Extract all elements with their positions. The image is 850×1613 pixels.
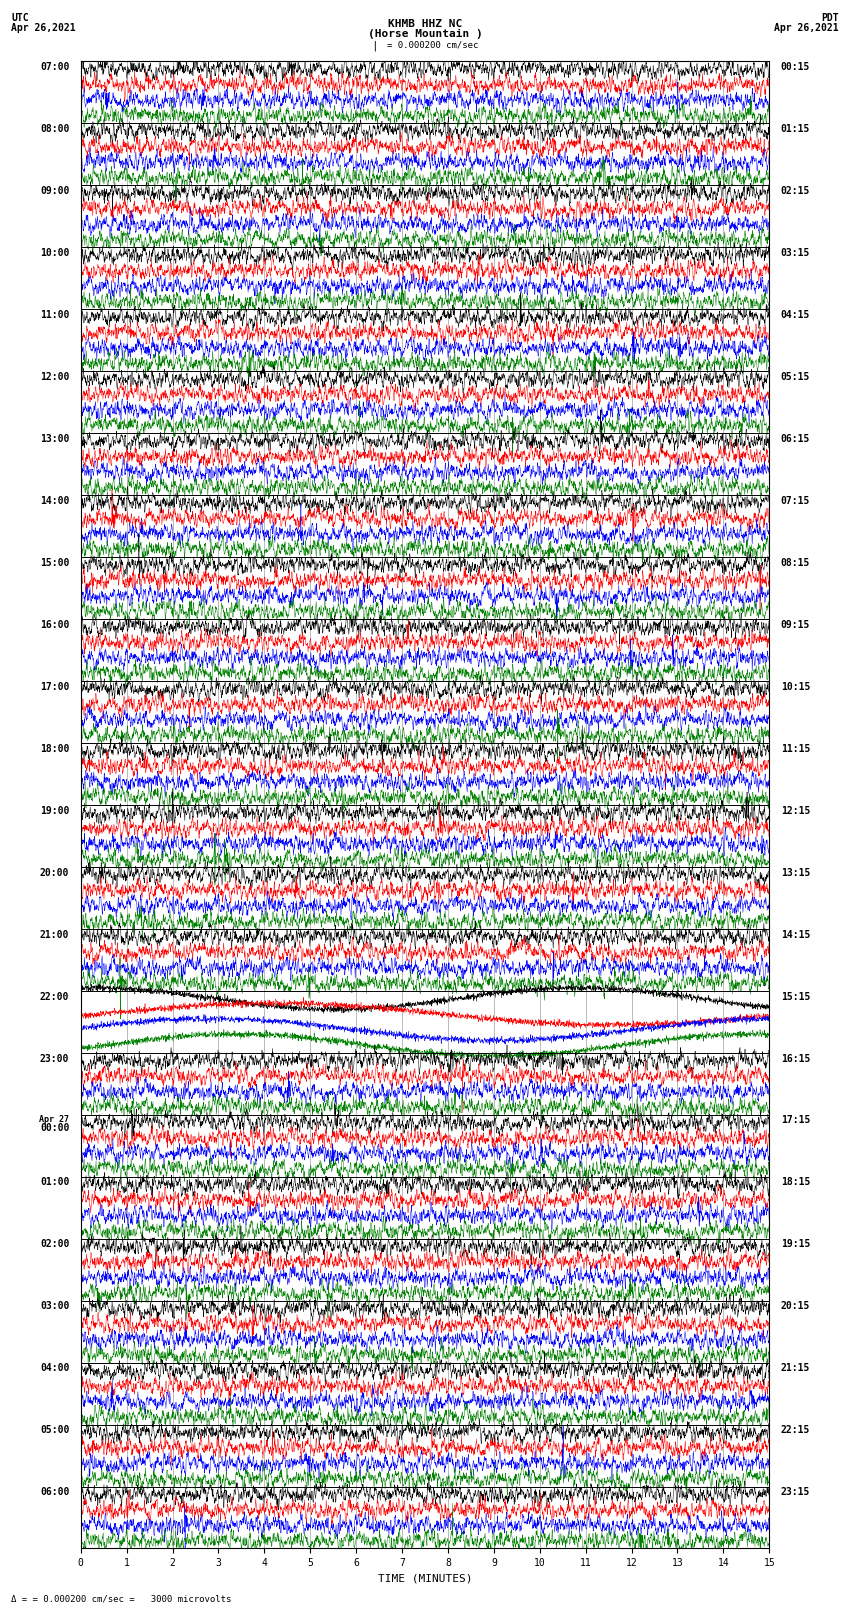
Text: 04:00: 04:00 [40,1363,70,1373]
Text: 03:00: 03:00 [40,1302,70,1311]
Text: 10:15: 10:15 [780,682,810,692]
Text: Apr 26,2021: Apr 26,2021 [11,23,76,32]
Text: 20:00: 20:00 [40,868,70,877]
Text: 11:15: 11:15 [780,744,810,753]
Text: 08:15: 08:15 [780,558,810,568]
Text: 06:00: 06:00 [40,1487,70,1497]
Text: 15:15: 15:15 [780,992,810,1002]
Text: 09:15: 09:15 [780,619,810,629]
Text: 00:15: 00:15 [780,61,810,73]
Text: 19:15: 19:15 [780,1239,810,1250]
Text: 20:15: 20:15 [780,1302,810,1311]
Text: 14:00: 14:00 [40,495,70,506]
Text: 10:00: 10:00 [40,248,70,258]
X-axis label: TIME (MINUTES): TIME (MINUTES) [377,1574,473,1584]
Text: 11:00: 11:00 [40,310,70,319]
Text: 08:00: 08:00 [40,124,70,134]
Text: 17:00: 17:00 [40,682,70,692]
Text: 04:15: 04:15 [780,310,810,319]
Text: 13:00: 13:00 [40,434,70,444]
Text: 05:00: 05:00 [40,1426,70,1436]
Text: 15:00: 15:00 [40,558,70,568]
Text: 22:00: 22:00 [40,992,70,1002]
Text: KHMB HHZ NC: KHMB HHZ NC [388,19,462,29]
Text: 21:00: 21:00 [40,929,70,940]
Text: Δ = = 0.000200 cm/sec =   3000 microvolts: Δ = = 0.000200 cm/sec = 3000 microvolts [11,1594,231,1603]
Text: 07:00: 07:00 [40,61,70,73]
Text: PDT: PDT [821,13,839,23]
Text: 05:15: 05:15 [780,373,810,382]
Text: 23:00: 23:00 [40,1053,70,1063]
Text: 13:15: 13:15 [780,868,810,877]
Text: Apr 26,2021: Apr 26,2021 [774,23,839,32]
Text: 02:15: 02:15 [780,185,810,197]
Text: 19:00: 19:00 [40,805,70,816]
Text: |: | [371,40,377,52]
Text: 01:15: 01:15 [780,124,810,134]
Text: 09:00: 09:00 [40,185,70,197]
Text: 02:00: 02:00 [40,1239,70,1250]
Text: 18:15: 18:15 [780,1177,810,1187]
Text: 12:00: 12:00 [40,373,70,382]
Text: 22:15: 22:15 [780,1426,810,1436]
Text: 06:15: 06:15 [780,434,810,444]
Text: 16:00: 16:00 [40,619,70,629]
Text: (Horse Mountain ): (Horse Mountain ) [367,29,483,39]
Text: 23:15: 23:15 [780,1487,810,1497]
Text: 07:15: 07:15 [780,495,810,506]
Text: UTC: UTC [11,13,29,23]
Text: 00:00: 00:00 [40,1123,70,1134]
Text: 01:00: 01:00 [40,1177,70,1187]
Text: 17:15: 17:15 [780,1116,810,1126]
Text: Apr 27: Apr 27 [39,1116,70,1124]
Text: 03:15: 03:15 [780,248,810,258]
Text: 16:15: 16:15 [780,1053,810,1063]
Text: 18:00: 18:00 [40,744,70,753]
Text: 21:15: 21:15 [780,1363,810,1373]
Text: = 0.000200 cm/sec: = 0.000200 cm/sec [387,40,478,50]
Text: 14:15: 14:15 [780,929,810,940]
Text: 12:15: 12:15 [780,805,810,816]
